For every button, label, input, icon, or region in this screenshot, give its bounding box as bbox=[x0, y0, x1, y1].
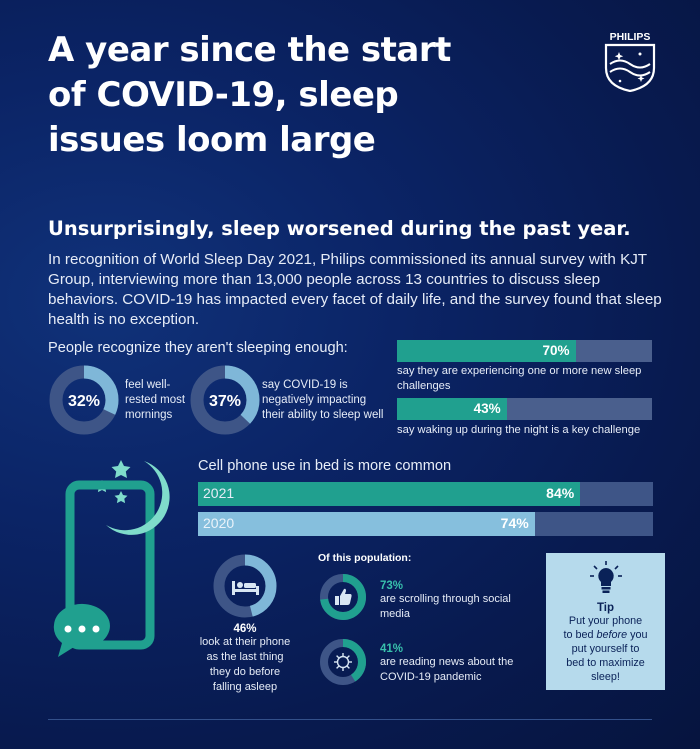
label-line: say COVID-19 is bbox=[262, 379, 348, 391]
section2-heading: Cell phone use in bed is more common bbox=[198, 458, 452, 474]
donut-label-well-rested: feel well- rested most mornings bbox=[125, 378, 195, 423]
star-icon bbox=[111, 460, 131, 478]
bar-label-2020: 2020 bbox=[203, 515, 235, 531]
donut-arc-covid-impact bbox=[190, 365, 260, 435]
bar-2020: 2020 74% bbox=[198, 512, 653, 536]
donut-arc-well-rested bbox=[49, 365, 119, 435]
label-line: mornings bbox=[125, 409, 173, 421]
bar-fill-waking-up bbox=[397, 398, 507, 420]
population-heading: Of this population: bbox=[318, 552, 412, 564]
donut-well-rested: 32% bbox=[48, 364, 120, 436]
star-icon bbox=[114, 491, 128, 504]
caption-line: challenges bbox=[397, 380, 451, 392]
stat-pct-social-media: 73% bbox=[380, 580, 404, 592]
bar-caption-new-challenges: say they are experiencing one or more ne… bbox=[397, 364, 667, 394]
thumbs-up-icon bbox=[335, 588, 352, 605]
bar-2021: 2021 84% bbox=[198, 482, 653, 506]
bar-fill-2020 bbox=[198, 512, 535, 536]
donut-pct-covid-impact: 37% bbox=[209, 393, 241, 410]
donut-social-media bbox=[318, 572, 368, 622]
phone-moon-illustration bbox=[44, 455, 194, 675]
bar-value-2020: 74% bbox=[500, 515, 529, 531]
label-line: rested most bbox=[125, 394, 186, 406]
intro-paragraph: In recognition of World Sleep Day 2021, … bbox=[48, 251, 662, 328]
bar-caption-waking-up: say waking up during the night is a key … bbox=[397, 424, 641, 436]
bed-icon bbox=[232, 581, 259, 595]
stat-line: they do before bbox=[209, 666, 281, 678]
tip-line: sleep! bbox=[591, 671, 620, 683]
bar-value-waking-up: 43% bbox=[473, 401, 501, 416]
moon-icon bbox=[106, 461, 170, 535]
donut-label-covid-impact: say COVID-19 is negatively impacting the… bbox=[262, 378, 392, 423]
caption-line: say they are experiencing one or more ne… bbox=[397, 365, 642, 377]
page-title: A year since the start of COVID-19, slee… bbox=[48, 28, 568, 163]
bar-value-new-challenges: 70% bbox=[542, 343, 570, 358]
label-line: feel well- bbox=[125, 379, 171, 391]
stat-line: are scrolling through social bbox=[380, 593, 511, 605]
logo-text: PHILIPS bbox=[610, 31, 651, 43]
philips-logo: PHILIPS bbox=[602, 28, 658, 93]
title-line-2: of COVID-19, sleep bbox=[48, 75, 399, 115]
bottom-divider bbox=[48, 719, 652, 720]
stat-line: falling asleep bbox=[212, 681, 278, 693]
donut-arc-covid-news bbox=[320, 639, 366, 685]
stat-line: are reading news about the bbox=[380, 656, 514, 668]
donut-last-thing bbox=[212, 553, 278, 619]
stat-line: media bbox=[380, 608, 410, 620]
tip-emphasis: before bbox=[596, 629, 628, 641]
label-line: their ability to sleep well bbox=[262, 409, 384, 421]
stat-social-media: 73% are scrolling through social media bbox=[380, 580, 550, 622]
stat-line: look at their phone bbox=[199, 636, 291, 648]
bar-waking-up: 43% bbox=[397, 398, 652, 420]
virus-icon bbox=[334, 653, 352, 671]
bar-new-challenges: 70% bbox=[397, 340, 652, 362]
tip-title: Tip bbox=[596, 602, 615, 614]
stat-pct-covid-news: 41% bbox=[380, 643, 404, 655]
label-line: negatively impacting bbox=[262, 394, 367, 406]
stat-covid-news: 41% are reading news about the COVID-19 … bbox=[380, 643, 550, 685]
stat-last-thing: 46% look at their phone as the last thin… bbox=[195, 623, 295, 695]
stat-line: as the last thing bbox=[206, 651, 284, 663]
tip-text-part: to bed bbox=[563, 629, 597, 641]
lightbulb-icon bbox=[546, 559, 665, 602]
bar-fill-2021 bbox=[198, 482, 581, 506]
section1-heading: People recognize they aren't sleeping en… bbox=[48, 340, 348, 356]
stat-line: COVID-19 pandemic bbox=[380, 671, 482, 683]
title-line-1: A year since the start bbox=[48, 30, 451, 70]
tip-line: put yourself to bbox=[571, 643, 640, 655]
tip-text-part: you bbox=[627, 629, 648, 641]
tip-box: Tip Put your phone to bed before you put… bbox=[546, 553, 665, 690]
stat-pct-last-thing: 46% bbox=[233, 623, 257, 635]
bar-fill-new-challenges bbox=[397, 340, 576, 362]
bar-label-2021: 2021 bbox=[203, 485, 235, 501]
tip-line: Put your phone bbox=[568, 615, 643, 627]
phone-icon bbox=[65, 480, 155, 650]
bar-value-2021: 84% bbox=[546, 485, 575, 501]
donut-covid-news bbox=[318, 637, 368, 687]
donut-covid-impact: 37% bbox=[189, 364, 261, 436]
title-line-3: issues loom large bbox=[48, 120, 376, 160]
donut-arc-last-thing bbox=[213, 554, 277, 618]
tip-line: bed to maximize bbox=[566, 657, 645, 669]
tip-line-2: to bed before you bbox=[546, 628, 665, 642]
section-subtitle: Unsurprisingly, sleep worsened during th… bbox=[48, 217, 631, 240]
donut-pct-well-rested: 32% bbox=[68, 393, 100, 410]
donut-arc-social-media bbox=[320, 574, 366, 620]
